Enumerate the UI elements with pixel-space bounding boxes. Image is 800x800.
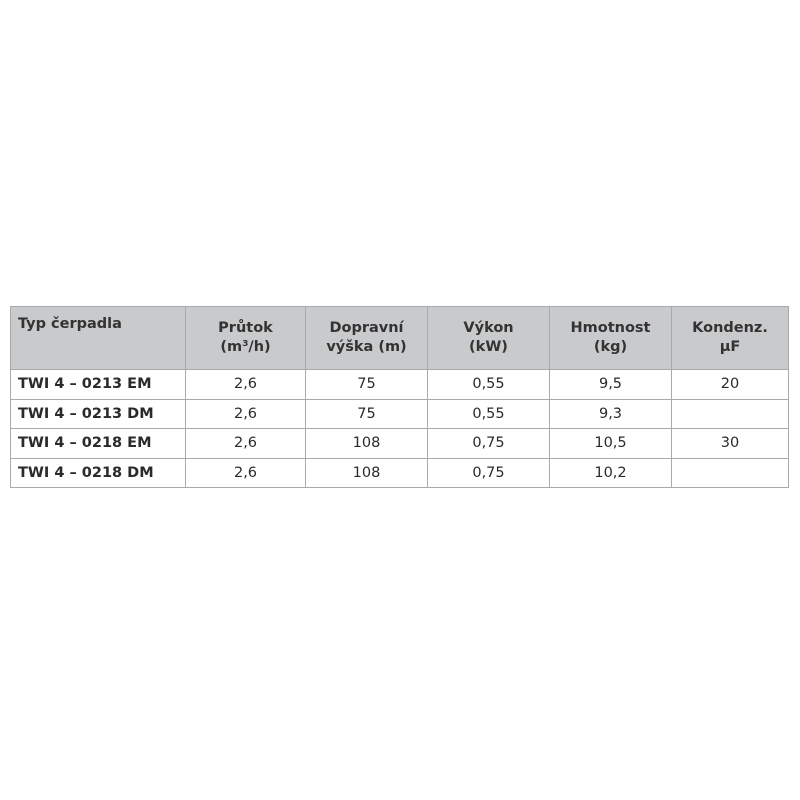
cell-flow: 2,6 <box>185 457 306 488</box>
cell-flow: 2,6 <box>185 428 306 459</box>
cell-power: 0,55 <box>427 369 550 400</box>
cell-flow: 2,6 <box>185 398 306 429</box>
cell-power: 0,75 <box>427 457 550 488</box>
cell-head: 108 <box>305 428 428 459</box>
cell-power: 0,75 <box>427 428 550 459</box>
header-line1: Kondenz. <box>692 320 768 336</box>
cell-head: 75 <box>305 369 428 400</box>
header-power: Výkon (kW) <box>427 306 550 370</box>
header-weight: Hmotnost (kg) <box>549 306 672 370</box>
cell-capacitor <box>671 457 789 488</box>
cell-weight: 9,5 <box>549 369 672 400</box>
header-row: Typ čerpadla Průtok (m³/h) Dopravní výška (m… <box>10 306 789 370</box>
cell-weight: 10,5 <box>549 428 672 459</box>
header-pump-type: Typ čerpadla <box>10 306 186 370</box>
cell-pump-type: TWI 4 – 0213 EM <box>10 369 186 400</box>
cell-pump-type: TWI 4 – 0213 DM <box>10 398 186 429</box>
header-line2: výška (m) <box>326 339 407 355</box>
header-line2: μF <box>719 339 741 355</box>
table-row: TWI 4 – 0213 DM 2,6 75 0,55 9,3 <box>10 398 789 429</box>
header-line2: (m³/h) <box>220 339 271 355</box>
cell-flow: 2,6 <box>185 369 306 400</box>
cell-capacitor <box>671 398 789 429</box>
cell-head: 75 <box>305 398 428 429</box>
header-flow: Průtok (m³/h) <box>185 306 306 370</box>
table-row: TWI 4 – 0218 DM 2,6 108 0,75 10,2 <box>10 457 789 488</box>
cell-weight: 10,2 <box>549 457 672 488</box>
header-line1: Výkon <box>463 320 514 336</box>
header-line1: Průtok <box>218 320 273 336</box>
header-line1: Dopravní <box>329 320 404 336</box>
header-line2: (kg) <box>593 339 628 355</box>
header-line1: Hmotnost <box>570 320 651 336</box>
cell-pump-type: TWI 4 – 0218 EM <box>10 428 186 459</box>
cell-capacitor: 30 <box>671 428 789 459</box>
header-head: Dopravní výška (m) <box>305 306 428 370</box>
header-capacitor: Kondenz. μF <box>671 306 789 370</box>
cell-weight: 9,3 <box>549 398 672 429</box>
cell-head: 108 <box>305 457 428 488</box>
pump-spec-table: Typ čerpadla Průtok (m³/h) Dopravní výška (m… <box>10 306 789 488</box>
header-line1: Typ čerpadla <box>18 316 122 332</box>
cell-capacitor: 20 <box>671 369 789 400</box>
header-line2: (kW) <box>469 339 508 355</box>
table-row: TWI 4 – 0213 EM 2,6 75 0,55 9,5 20 <box>10 369 789 400</box>
cell-pump-type: TWI 4 – 0218 DM <box>10 457 186 488</box>
cell-power: 0,55 <box>427 398 550 429</box>
table-row: TWI 4 – 0218 EM 2,6 108 0,75 10,5 30 <box>10 428 789 459</box>
